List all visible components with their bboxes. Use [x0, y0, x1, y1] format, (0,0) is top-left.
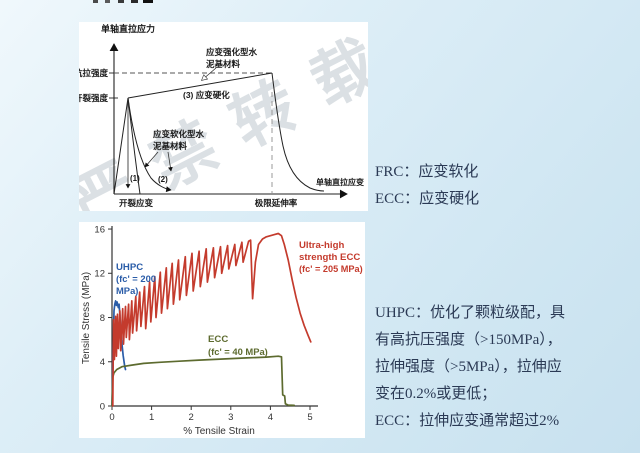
clipped-top-text-fragment: [93, 0, 159, 3]
tensile-strength-label: 抗拉强度: [79, 68, 108, 78]
tensile-x-axis-label: % Tensile Strain: [183, 426, 255, 437]
schematic-y-axis-label: 单轴直拉应力: [101, 23, 155, 34]
strain-hardening-tag: (3) 应变硬化: [183, 90, 230, 100]
svg-text:8: 8: [100, 313, 105, 324]
softening-material-label-line1: 应变软化型水: [153, 129, 205, 139]
uhpc-curve-label-line2: (fc' = 200: [116, 273, 156, 284]
svg-text:0: 0: [109, 412, 114, 423]
hardening-material-label-line1: 应变强化型水: [206, 47, 258, 57]
softening-label-leader-2: [167, 151, 173, 172]
tensile-chart-series: [111, 232, 312, 407]
softening-curve-2: [127, 97, 172, 193]
ecc-curve-label-line1: ECC: [208, 334, 228, 345]
uhpc-ecc-note: UHPC：优化了颗粒级配，具 有高抗压强度（>150MPa）， 拉伸强度（>5M…: [375, 300, 637, 435]
schematic-diagram: 单轴直拉应力 抗拉强度 开裂强度 (3) 应变硬化 应变强化型水 泥基材料 应变…: [79, 23, 364, 208]
svg-text:3: 3: [228, 412, 233, 423]
svg-text:16: 16: [94, 224, 105, 235]
ecc-curve-label-line2: (fc' = 40 MPa): [208, 346, 268, 357]
uhs-ecc-curve-label-line1: Ultra-high: [299, 240, 344, 251]
softening-label-leader-1: [144, 151, 159, 168]
strain-hardening-curve: [127, 72, 273, 99]
uhpc-curve-label-line1: UHPC: [116, 262, 143, 273]
uhs-ecc-curve-label-line2: strength ECC: [299, 252, 360, 263]
uhpc-note-line-3: 拉伸强度（>5MPa），拉伸应: [375, 359, 562, 375]
svg-text:4: 4: [268, 412, 273, 423]
cracking-strength-label: 开裂强度: [79, 93, 108, 103]
schematic-panel: 严禁转载: [79, 22, 368, 211]
svg-text:2: 2: [189, 412, 194, 423]
svg-text:1: 1: [149, 412, 154, 423]
tensile-chart-panel: 0 1 2 3 4 5 0 4 8 12 16 Tensile Stress (MPa) % Ten…: [79, 222, 365, 438]
frc-note-line: FRC：应变软化: [375, 164, 479, 180]
schematic-x-axis-label: 单轴直拉应变: [316, 177, 364, 187]
uhpc-note-line-5: ECC：拉伸应变通常超过2%: [375, 413, 560, 429]
ultimate-elongation-label: 极限延伸率: [255, 198, 298, 208]
hardening-label-leader: [202, 67, 217, 80]
svg-text:4: 4: [100, 357, 105, 368]
initial-rise-curve: [113, 97, 129, 195]
softening-curve-1-tag: (1): [130, 174, 140, 183]
frc-ecc-note: FRC：应变软化 ECC：应变硬化: [375, 159, 479, 213]
hardening-descent-curve: [271, 72, 325, 192]
uhpc-note-line-4: 变在0.2%或更低；: [375, 386, 497, 402]
softening-material-label-line2: 泥基材料: [153, 141, 188, 151]
uhpc-note-line-1: UHPC：优化了颗粒级配，具: [375, 305, 566, 321]
ecc-note-line: ECC：应变硬化: [375, 191, 480, 207]
hardening-material-label-line2: 泥基材料: [206, 59, 241, 69]
cracking-strain-label: 开裂应变: [119, 198, 154, 208]
uhpc-note-line-2: 有高抗压强度（>150MPa），: [375, 332, 562, 348]
uhpc-curve-label-line3: MPa): [116, 285, 138, 296]
softening-curve-2-tag: (2): [158, 175, 168, 184]
uhs-ecc-curve-label-line3: (fc' = 205 MPa): [299, 264, 363, 274]
svg-text:5: 5: [307, 412, 312, 423]
tensile-y-axis-label: Tensile Stress (MPa): [81, 272, 92, 364]
svg-text:12: 12: [94, 269, 105, 280]
svg-text:0: 0: [100, 401, 105, 412]
